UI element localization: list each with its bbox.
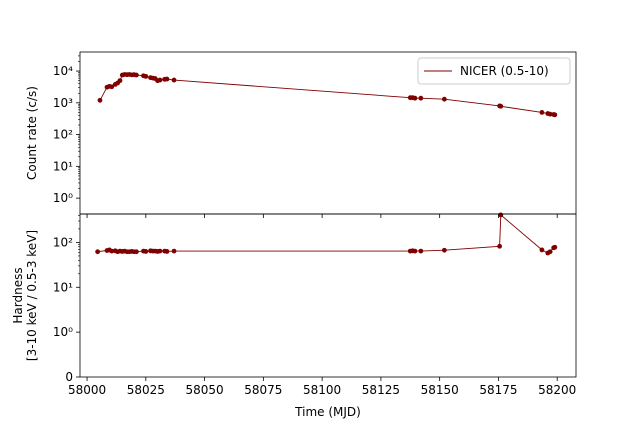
- legend-label: NICER (0.5-10): [460, 64, 549, 78]
- bottom-ytick-label: 0: [65, 370, 73, 384]
- hardness-point: [418, 248, 424, 254]
- count-rate-point: [171, 77, 177, 83]
- bottom-ytick-label: 10²: [53, 235, 73, 249]
- bottom-xtick-label: 58150: [421, 383, 459, 397]
- count-rate-point: [412, 95, 418, 101]
- hardness-point: [552, 244, 558, 250]
- count-rate-point: [498, 103, 504, 109]
- top-panel: 10⁰ 10¹ 10² 10³ 10⁴ NICER (0.5-10): [53, 51, 577, 218]
- hardness-point: [109, 248, 115, 254]
- top-ytick-label: 10¹: [53, 159, 73, 173]
- count-rate-point: [134, 72, 139, 78]
- count-rate-point: [539, 109, 545, 115]
- count-rate-point: [143, 73, 149, 79]
- legend-box: [417, 57, 571, 85]
- hardness-point: [164, 249, 170, 254]
- legend: NICER (0.5-10): [417, 57, 571, 85]
- hardness-point: [95, 249, 101, 255]
- count-rate-point: [97, 97, 103, 103]
- count-rate-point: [418, 95, 424, 101]
- count-rate-point: [552, 112, 558, 118]
- count-rate-point: [157, 77, 163, 83]
- bottom-xtick-label: 58000: [68, 383, 106, 397]
- bottom-ytick-label: 10⁰: [53, 325, 73, 339]
- count-rate-point: [117, 78, 123, 84]
- hardness-point: [497, 243, 503, 249]
- bottom-axes-frame: [79, 213, 577, 378]
- xlabel: Time (MJD): [294, 405, 361, 419]
- bottom-xtick-label: 58075: [244, 383, 282, 397]
- top-ytick-label: 10³: [53, 96, 73, 110]
- count-rate-point: [164, 76, 170, 82]
- bottom-xtick-label: 58025: [127, 383, 165, 397]
- top-ytick-label: 10²: [53, 128, 73, 142]
- top-ylabel: Count rate (c/s): [25, 86, 39, 180]
- hardness-point: [143, 249, 149, 254]
- hardness-point: [412, 248, 418, 254]
- hardness-point: [539, 247, 545, 253]
- hardness-point: [547, 249, 553, 255]
- bottom-xtick-label: 58125: [362, 383, 400, 397]
- bottom-xtick-label: 58050: [185, 383, 223, 397]
- bottom-ylabel-line: Hardness: [11, 267, 25, 323]
- count-rate-point: [441, 96, 447, 102]
- bottom-xtick-label: 58200: [538, 383, 576, 397]
- count-rate-point: [109, 84, 115, 90]
- top-ytick-label: 10⁴: [53, 64, 73, 78]
- hardness-point: [498, 212, 504, 218]
- bottom-ylabel: Hardness[3-10 keV / 0.5-3 keV]: [11, 230, 39, 361]
- hardness-point: [171, 248, 177, 254]
- count-rate-point: [547, 111, 553, 117]
- hardness-point: [441, 247, 447, 253]
- bottom-ylabel-line: [3-10 keV / 0.5-3 keV]: [25, 230, 39, 361]
- top-ytick-label: 10⁰: [53, 191, 73, 205]
- bottom-ytick-label: 10¹: [53, 280, 73, 294]
- bottom-xtick-label: 58100: [303, 383, 341, 397]
- bottom-xtick-label: 58175: [479, 383, 517, 397]
- hardness-point: [157, 248, 163, 254]
- hardness-point: [134, 249, 139, 255]
- bottom-panel: 0 10⁰ 10¹ 10² 58000 58025 58050 58075 58100 58125…: [53, 212, 577, 397]
- axis-labels: Count rate (c/s) Hardness[3-10 keV / 0.5-…: [11, 86, 361, 419]
